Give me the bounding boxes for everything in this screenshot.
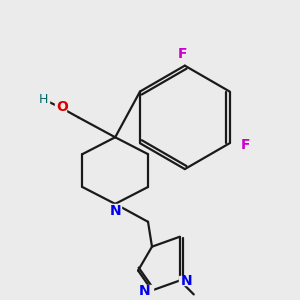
- Text: N: N: [110, 204, 121, 218]
- Text: F: F: [178, 47, 188, 61]
- Bar: [109, 204, 121, 214]
- Text: N: N: [139, 284, 151, 298]
- Text: F: F: [241, 138, 250, 152]
- Text: O: O: [56, 100, 68, 114]
- Bar: [179, 275, 191, 286]
- Bar: [39, 95, 49, 104]
- Text: H: H: [39, 93, 48, 106]
- Bar: [55, 102, 67, 112]
- Bar: [141, 286, 153, 296]
- Text: N: N: [181, 274, 193, 289]
